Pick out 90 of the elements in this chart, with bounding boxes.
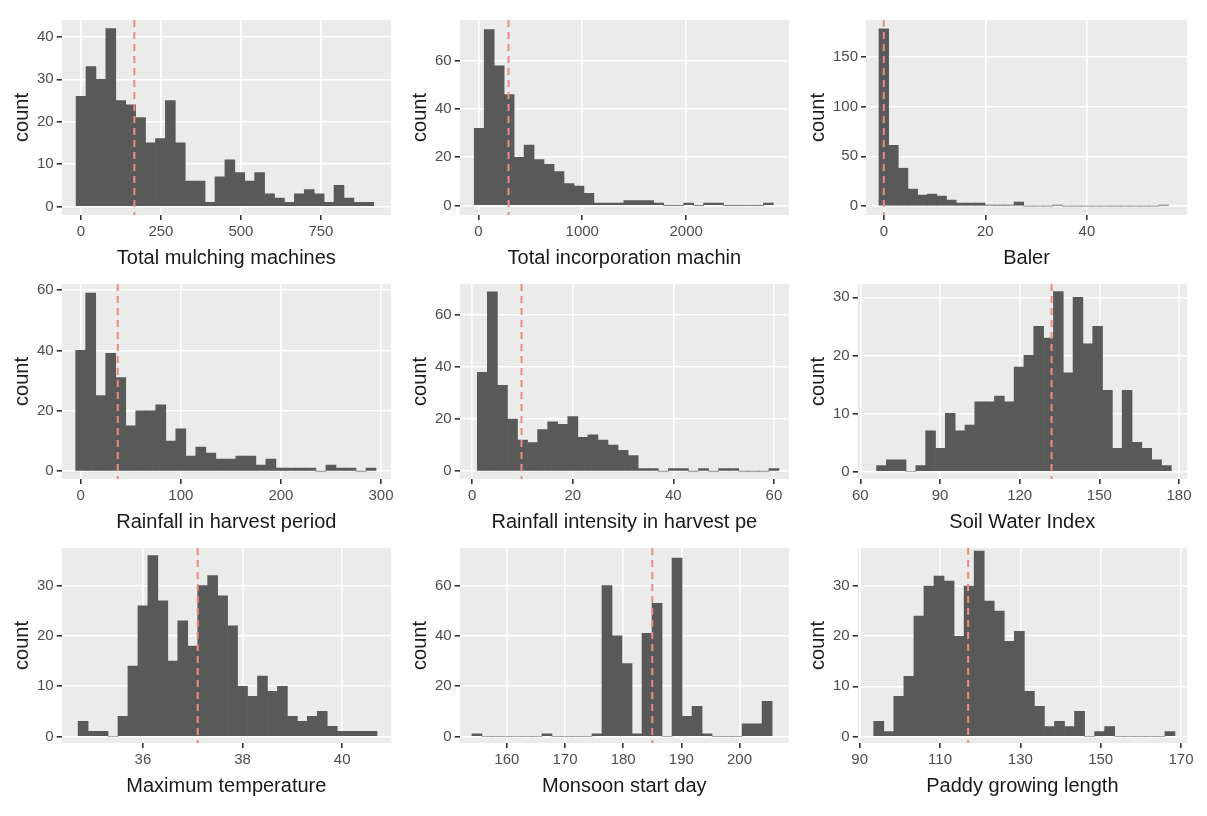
y-tick-label: 40 [435, 99, 452, 117]
y-axis-title: count [805, 620, 828, 670]
x-tick-label: 500 [228, 222, 254, 240]
y-tick-label: 50 [841, 146, 859, 164]
x-axis-title: Monsoon start day [542, 773, 707, 796]
x-tick-label: 40 [1078, 222, 1096, 240]
x-tick-label: 0 [468, 486, 477, 504]
x-tick-label: 110 [928, 750, 952, 768]
y-tick-label: 0 [443, 461, 452, 479]
x-tick-label: 36 [134, 750, 152, 768]
y-tick-label: 20 [37, 111, 54, 129]
y-axis-title: count [407, 356, 430, 406]
y-axis-title: count [9, 92, 32, 142]
y-tick-label: 0 [45, 461, 54, 479]
y-tick-label: 0 [443, 726, 452, 744]
x-axis-title: Baler [1003, 245, 1051, 268]
y-axis-title: count [9, 620, 32, 670]
y-tick-label: 40 [435, 357, 452, 375]
x-tick-label: 300 [368, 486, 394, 504]
y-tick-label: 0 [841, 461, 850, 479]
x-tick-label: 130 [1007, 750, 1033, 768]
x-tick-label: 180 [1166, 486, 1192, 504]
y-tick-label: 30 [833, 576, 850, 594]
y-tick-label: 30 [833, 287, 850, 305]
y-tick-label: 40 [37, 27, 54, 45]
y-axis-title: count [805, 92, 828, 142]
x-tick-label: 120 [1007, 486, 1033, 504]
x-tick-label: 250 [148, 222, 174, 240]
x-axis-title: Total incorporation machin [507, 245, 742, 268]
y-tick-label: 60 [435, 305, 452, 323]
y-tick-label: 0 [849, 196, 859, 214]
y-tick-label: 60 [435, 575, 452, 593]
y-tick-label: 0 [841, 726, 850, 744]
x-tick-label: 150 [1088, 750, 1114, 768]
x-tick-label: 200 [268, 486, 294, 504]
x-tick-label: 60 [765, 486, 783, 504]
y-tick-label: 20 [435, 147, 452, 165]
x-axis-title: Rainfall in harvest period [116, 509, 337, 532]
x-tick-label: 170 [1168, 750, 1194, 768]
y-tick-label: 20 [435, 676, 452, 694]
x-tick-label: 1000 [565, 222, 599, 240]
y-tick-label: 20 [37, 626, 54, 644]
x-tick-label: 150 [1086, 486, 1112, 504]
y-tick-label: 20 [37, 400, 54, 418]
y-axis-title: count [805, 356, 828, 406]
x-tick-label: 0 [76, 222, 86, 240]
y-tick-label: 10 [37, 154, 54, 172]
x-tick-label: 20 [977, 222, 994, 240]
y-tick-label: 20 [435, 409, 452, 427]
x-tick-label: 0 [474, 222, 483, 240]
y-tick-label: 100 [833, 96, 859, 114]
y-tick-label: 0 [45, 196, 54, 214]
x-tick-label: 20 [564, 486, 582, 504]
x-tick-label: 750 [308, 222, 334, 240]
y-tick-label: 30 [37, 575, 54, 593]
y-axis-title: count [407, 620, 430, 670]
y-tick-label: 20 [833, 345, 850, 363]
y-axis-title: count [9, 356, 32, 406]
x-tick-label: 40 [333, 750, 351, 768]
x-axis-title: Maximum temperature [126, 773, 327, 796]
x-tick-label: 180 [610, 750, 636, 768]
y-tick-label: 10 [37, 676, 54, 694]
y-tick-label: 40 [37, 340, 54, 358]
y-tick-label: 10 [833, 403, 850, 421]
y-tick-label: 20 [833, 626, 850, 644]
y-tick-label: 60 [37, 280, 54, 298]
y-tick-label: 10 [833, 676, 850, 694]
x-tick-label: 90 [931, 486, 949, 504]
x-tick-label: 40 [665, 486, 682, 504]
x-tick-label: 190 [668, 750, 694, 768]
x-tick-label: 170 [552, 750, 578, 768]
y-tick-label: 0 [443, 195, 452, 213]
x-axis-title: Soil Water Index [949, 509, 1096, 532]
x-axis-title: Total mulching machines [116, 245, 336, 268]
x-axis-title: Rainfall intensity in harvest pe [491, 509, 758, 532]
y-axis-title: count [407, 92, 430, 142]
x-tick-label: 0 [76, 486, 85, 504]
x-tick-label: 160 [494, 750, 520, 768]
y-tick-label: 30 [37, 69, 54, 87]
y-tick-label: 60 [435, 51, 452, 69]
y-tick-label: 0 [45, 726, 54, 744]
x-tick-label: 38 [234, 750, 251, 768]
y-tick-label: 150 [833, 46, 859, 64]
x-tick-label: 0 [879, 222, 888, 240]
x-tick-label: 90 [851, 750, 869, 768]
x-tick-label: 200 [727, 750, 753, 768]
x-tick-label: 2000 [669, 222, 703, 240]
x-tick-label: 100 [168, 486, 194, 504]
x-axis-title: Paddy growing length [926, 773, 1119, 796]
y-tick-label: 40 [435, 626, 452, 644]
